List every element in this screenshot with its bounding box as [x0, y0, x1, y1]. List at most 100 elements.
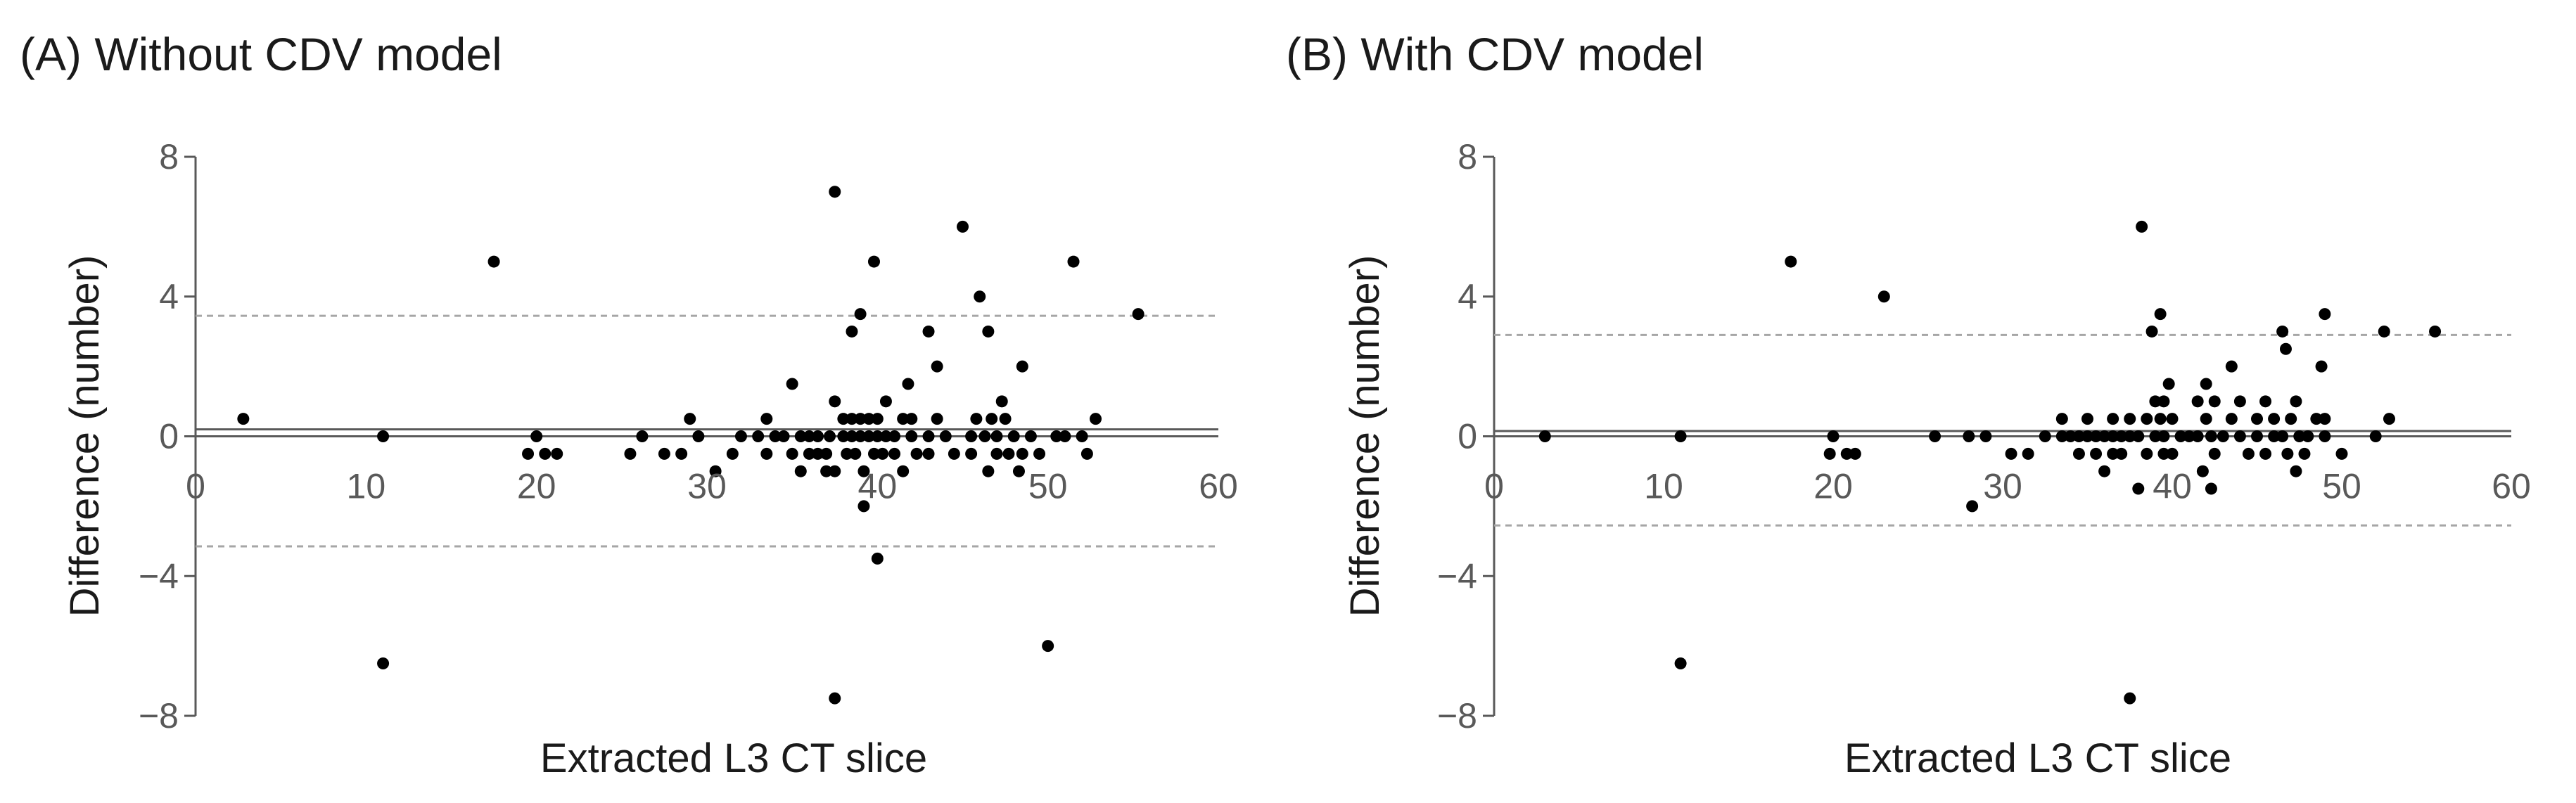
panel-a-data-point: [910, 447, 923, 460]
panel-b-data-point: [2072, 430, 2085, 442]
panel-b-data-point: [2383, 413, 2395, 425]
panel-b-x-tick-label: 40: [2153, 467, 2192, 506]
panel-b-x-tick-label: 60: [2492, 467, 2531, 506]
panel-a-data-point: [1059, 430, 1071, 442]
panel-a-x-tick-label: 40: [858, 467, 898, 506]
panel-a-data-point: [803, 430, 815, 442]
panel-b-data-point: [2081, 430, 2093, 442]
panel-a-data-point: [957, 220, 969, 233]
panel-b-data-point: [2251, 413, 2263, 425]
panel-a-data-point: [986, 413, 998, 425]
panel-a-data-point: [857, 500, 870, 513]
panel-a-data-point: [849, 447, 862, 460]
panel-a-data-point: [867, 447, 880, 460]
panel-b-data-point: [2290, 395, 2302, 408]
panel-b-data-point: [2319, 430, 2331, 442]
panel-b-data-point: [2315, 360, 2328, 373]
panel-b-data-point: [2174, 430, 2187, 442]
panel-b-data-point: [2064, 430, 2077, 442]
panel-a-data-point: [965, 430, 978, 442]
panel-b-data-point: [2132, 482, 2145, 495]
panel-a-x-tick-label: 20: [517, 467, 556, 506]
panel-b-data-point: [2279, 342, 2292, 355]
panel-a-data-point: [846, 430, 858, 442]
panel-a-data-point: [846, 413, 858, 425]
panel-a-data-point: [1067, 255, 1080, 268]
panel-a-data-point: [829, 186, 841, 198]
panel-a-data-point: [965, 447, 978, 460]
panel-b-data-point: [2107, 430, 2119, 442]
panel-a-data-point: [820, 465, 833, 477]
panel-b-data-point: [1674, 657, 1687, 669]
panel-a-data-point: [871, 430, 884, 442]
panel-b-data-point: [1674, 430, 1687, 442]
panel-b-data-point: [2098, 465, 2111, 477]
panel-b-data-point: [2157, 430, 2170, 442]
panel-a-data-point: [1090, 413, 1102, 425]
panel-b-data-point: [2136, 220, 2148, 233]
panel-a-data-point: [1016, 447, 1028, 460]
panel-a-data-point: [1132, 308, 1144, 321]
panel-a-data-point: [897, 465, 910, 477]
panel-a-data-point: [726, 447, 739, 460]
panel-b-data-point: [2115, 447, 2128, 460]
panel-b-data-point: [2107, 447, 2119, 460]
panel-a-data-point: [803, 447, 815, 460]
panel-a-data-point: [1076, 430, 1088, 442]
panel-a-data-point: [820, 447, 833, 460]
panel-b-data-point: [2081, 413, 2093, 425]
panel-b-y-axis-title: Difference (number): [1342, 255, 1388, 617]
panel-b-data-point: [2191, 395, 2204, 408]
panel-b-data-point: [2157, 447, 2170, 460]
panel-b-data-point: [2208, 447, 2221, 460]
panel-a-data-point: [760, 413, 773, 425]
panel-a: (A) Without CDV model 840−4−8 0 10 20 30 40 5…: [20, 28, 1238, 781]
panel-a-data-point: [888, 447, 901, 460]
panel-a-data-point: [990, 430, 1003, 442]
panel-b-data-point: [2281, 447, 2294, 460]
panel-b-data-point: [2115, 430, 2128, 442]
panel-b-data-point: [2293, 430, 2306, 442]
panel-b-data-point: [2208, 395, 2221, 408]
panel-a-y-tick-label: −8: [139, 696, 179, 735]
panel-a-data-point: [829, 465, 841, 477]
panel-a-data-point: [794, 430, 807, 442]
panel-b-data-point: [2302, 430, 2314, 442]
panel-a-data-point: [982, 465, 995, 477]
panel-b-data-point: [2022, 447, 2034, 460]
panel-b-data-point: [2233, 430, 2246, 442]
panel-a-x-tick-label: 30: [687, 467, 727, 506]
panel-a-data-point: [1042, 640, 1054, 653]
panel-a-data-point: [974, 290, 986, 303]
panel-a-data-point: [812, 430, 824, 442]
panel-a-data-point: [1012, 465, 1025, 477]
panel-b-data-point: [2166, 413, 2179, 425]
panel-a-data-point: [1002, 447, 1015, 460]
panel-a-data-point: [675, 447, 688, 460]
panel-b-data-point: [2149, 430, 2162, 442]
panel-a-data-point: [551, 447, 563, 460]
panel-a-data-point: [922, 447, 935, 460]
panel-a-data-point: [905, 413, 918, 425]
panel-a-data-point: [862, 413, 875, 425]
panel-b-title: (B) With CDV model: [1286, 28, 1704, 80]
panel-b-y-tick-label: 0: [1458, 417, 1477, 456]
panel-b-data-point: [2429, 325, 2442, 338]
panel-b-data-point: [2276, 325, 2289, 338]
panel-b-data-point: [2098, 430, 2111, 442]
panel-a-data-point: [837, 430, 850, 442]
panel-a-data-point: [1033, 447, 1046, 460]
panel-a-data-point: [636, 430, 649, 442]
panel-a-data-point: [794, 465, 807, 477]
panel-b-data-point: [2039, 430, 2051, 442]
panel-a-data-point: [854, 413, 867, 425]
panel-a-y-axis-title: Difference (number): [62, 255, 108, 617]
panel-b-x-tick-label: 50: [2322, 467, 2361, 506]
panel-a-data-point: [786, 447, 798, 460]
panel-a-data-point: [760, 447, 773, 460]
panel-a-data-point: [905, 430, 918, 442]
panel-a-data-point: [684, 413, 696, 425]
panel-b-data-point: [2310, 413, 2323, 425]
panel-b-data-point: [1840, 447, 1853, 460]
